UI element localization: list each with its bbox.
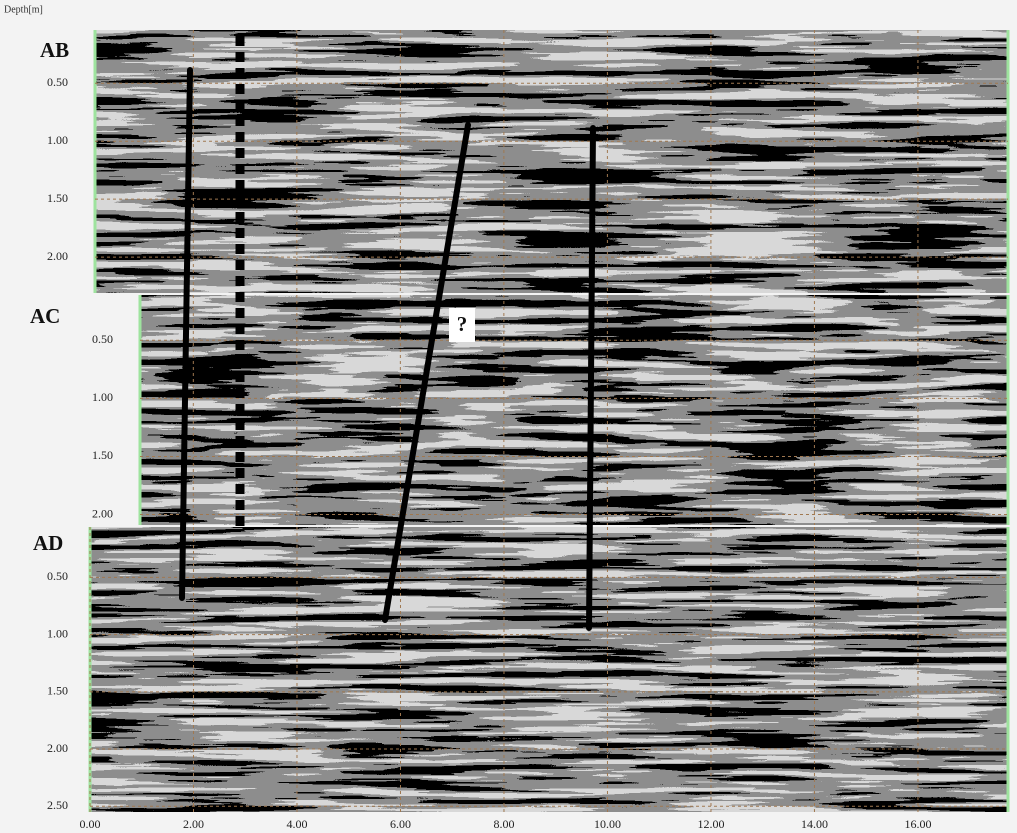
y-tick-label: 1.00 [47,626,68,640]
radargram-figure: 0.50 1.00 1.50 2.00 AB Depth[m] 0.50 1.00 1.50 2.… [0,0,1017,833]
y-tick-label: 1.50 [47,191,68,205]
panel-label: AD [33,531,63,555]
y-tick-label: 2.00 [47,249,68,263]
y-tick-label: 1.00 [47,133,68,147]
x-tick-label: 8.00 [493,817,514,831]
y-tick-label: 1.00 [92,390,113,404]
panel-label: AC [30,304,60,328]
y-tick-label: 2.00 [92,506,113,520]
page: 0.50 1.00 1.50 2.00 AB Depth[m] 0.50 1.00 1.50 2.… [0,0,1017,833]
x-tick-label: 2.00 [183,817,204,831]
x-tick-label: 14.00 [801,817,828,831]
x-tick-label: 16.00 [904,817,931,831]
panel-label: AB [40,38,69,62]
y-tick-label: 0.50 [92,332,113,346]
x-tick-label: 6.00 [390,817,411,831]
x-tick-label: 10.00 [594,817,621,831]
y-axis-label: Depth[m] [4,4,43,15]
radar-texture [95,30,1008,293]
panels [90,30,1008,812]
interpretation-line [589,128,593,628]
x-tick-label: 12.00 [697,817,724,831]
y-tick-label: 0.50 [47,569,68,583]
y-tick-label: 2.50 [47,798,68,812]
y-tick-label: 1.50 [47,684,68,698]
y-tick-label: 2.00 [47,741,68,755]
y-tick-label: 1.50 [92,448,113,462]
annotation: ? [457,312,468,336]
y-tick-label: 0.50 [47,75,68,89]
radar-texture [140,295,1008,525]
x-tick-label: 0.00 [80,817,101,831]
radar-texture [90,527,1008,812]
x-tick-label: 4.00 [286,817,307,831]
